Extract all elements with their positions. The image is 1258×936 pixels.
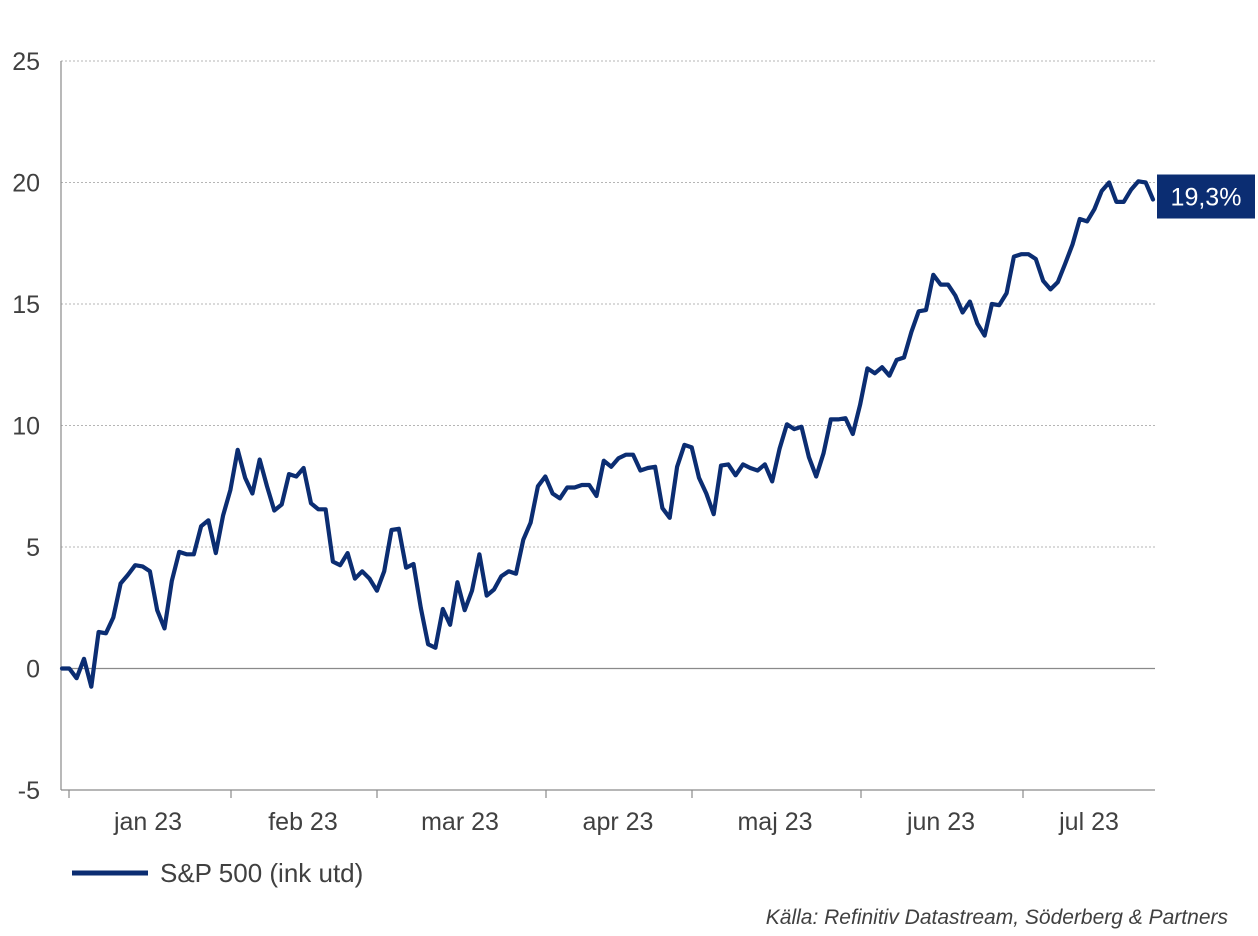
end-value-label: 19,3% (1171, 184, 1242, 212)
y-tick-label: 0 (26, 656, 40, 684)
y-tick-label: 20 (12, 170, 40, 198)
y-tick-label: 5 (26, 534, 40, 562)
y-tick-label: 25 (12, 48, 40, 76)
end-value-label-group: 19,3% (1157, 174, 1255, 219)
x-tick-label: mar 23 (421, 808, 499, 836)
series-layer (59, 179, 1156, 689)
y-tick-label: 15 (12, 291, 40, 319)
x-axis-ticks: jan 23 feb 23 mar 23 apr 23 maj 23 jun 23 jul … (68, 790, 1119, 836)
legend: S&P 500 (ink utd) (72, 858, 363, 888)
series-line-sp500 (59, 179, 1156, 689)
y-tick-label: -5 (18, 777, 40, 805)
x-tick-label: jul 23 (1058, 808, 1119, 836)
source-note: Källa: Refinitiv Datastream, Söderberg &… (766, 906, 1229, 929)
y-axis-ticks: -5 0 5 10 15 20 25 (12, 48, 40, 805)
x-tick-label: apr 23 (583, 808, 654, 836)
x-tick-label: jan 23 (113, 808, 182, 836)
x-tick-label: maj 23 (737, 808, 812, 836)
y-tick-label: 10 (12, 413, 40, 441)
x-tick-label: feb 23 (268, 808, 338, 836)
x-tick-label: jun 23 (906, 808, 975, 836)
end-value-label-box (1157, 174, 1255, 219)
legend-label: S&P 500 (ink utd) (160, 858, 363, 888)
